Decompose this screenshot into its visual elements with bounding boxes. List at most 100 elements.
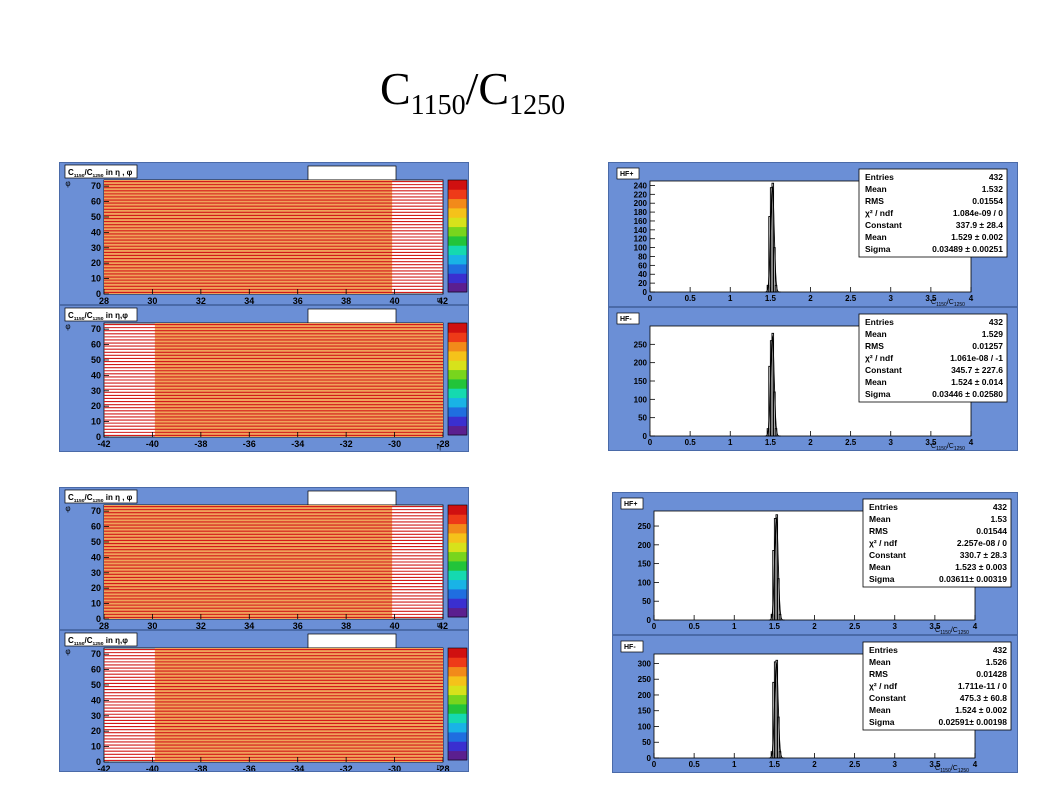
y-tick-label: 0 — [647, 754, 652, 763]
x-tick-label: 34 — [244, 621, 254, 629]
palette-swatch — [448, 722, 467, 733]
map-title: C1150/C1250 in η , φ — [68, 168, 133, 179]
histogram-label: HF+ — [624, 501, 637, 508]
x-tick-label: 3 — [889, 438, 894, 447]
palette-swatch — [448, 397, 467, 408]
stats-box: Entries 432 Mean 1.529 RMS 0.01257 χ² / ndf 1.0… — [858, 313, 1008, 403]
stat-name: χ² / ndf — [865, 208, 893, 218]
x-tick-label: 2.5 — [845, 294, 857, 303]
x-tick-label: 1 — [732, 760, 737, 769]
x-tick-label: 2 — [812, 760, 817, 769]
x-tick-label: 42 — [438, 621, 448, 629]
palette-swatch — [448, 341, 467, 352]
stat-value: 337.9 ± 28.4 — [956, 220, 1003, 230]
palette-swatch — [448, 245, 467, 256]
stat-value: 1.711e-11 / 0 — [958, 681, 1007, 691]
histogram-hfp-bottom: HF+ 0 50 100 150 200 250 0 0.5 1 1.5 2 2.5 3 3.5 4 C1150… — [612, 492, 1018, 636]
x-tick-label: 2.5 — [845, 438, 857, 447]
y-tick-label: 30 — [91, 243, 101, 253]
stat-name: Mean — [869, 657, 891, 667]
stat-value: 0.03489 ± 0.00251 — [932, 244, 1003, 254]
palette-swatch — [448, 217, 467, 228]
y-tick-label: 300 — [638, 659, 652, 668]
y-tick-label: 50 — [642, 738, 651, 747]
palette-swatch — [448, 254, 467, 265]
y-tick-label: 160 — [634, 217, 648, 226]
stat-name: RMS — [865, 196, 884, 206]
x-tick-label: 3.5 — [929, 622, 941, 631]
palette-swatch — [448, 685, 467, 696]
y-tick-label: 20 — [91, 258, 101, 268]
x-tick-label: 36 — [293, 621, 303, 629]
y-tick-label: 150 — [634, 377, 648, 386]
x-tick-label: 4 — [969, 294, 974, 303]
stats-box — [307, 633, 397, 649]
stat-name: Constant — [865, 220, 902, 230]
palette-swatch — [448, 523, 467, 534]
palette-swatch — [448, 666, 467, 677]
y-tick-label: 240 — [634, 181, 648, 190]
palette-swatch — [448, 323, 467, 333]
palette-swatch — [448, 607, 467, 618]
x-tick-label: -38 — [194, 439, 207, 449]
stat-value: 1.524 ± 0.014 — [951, 377, 1003, 387]
palette-swatch — [448, 648, 467, 658]
y-tick-label: 180 — [634, 208, 648, 217]
x-tick-label: 42 — [438, 296, 448, 304]
stat-value: 1.53 — [990, 514, 1007, 524]
y-tick-label: 0 — [96, 289, 101, 299]
y-tick-label: 0 — [647, 616, 652, 625]
x-tick-label: -42 — [97, 439, 110, 449]
stat-value: 1.529 — [982, 329, 1004, 339]
x-tick-label: -32 — [340, 439, 353, 449]
y-tick-label: 50 — [91, 212, 101, 222]
x-axis-label: η — [437, 297, 441, 304]
y-tick-label: 200 — [638, 541, 652, 550]
stat-name: Constant — [869, 550, 906, 560]
stat-value: 2.257e-08 / 0 — [957, 538, 1007, 548]
stat-value: 1.084e-09 / 0 — [953, 208, 1003, 218]
stat-name: Mean — [869, 705, 891, 715]
stat-value: 432 — [989, 172, 1003, 182]
y-tick-label: 40 — [91, 370, 101, 380]
stat-value: 0.01257 — [972, 341, 1003, 351]
y-tick-label: 250 — [634, 340, 648, 349]
histogram-hfm-bottom: HF- 0 50 100 150 200 250 300 0 0.5 1 1.5 2 2.5 3 3.5 4 C1… — [612, 635, 1018, 774]
stat-value: 1.526 — [986, 657, 1008, 667]
x-tick-label: 40 — [390, 296, 400, 304]
map-title: C1150/C1250 in η,φ — [68, 636, 128, 647]
x-tick-label: 1 — [732, 622, 737, 631]
x-tick-label: 1 — [728, 294, 733, 303]
stat-value: 0.01428 — [976, 669, 1007, 679]
histogram-bin — [775, 659, 779, 759]
x-tick-label: -32 — [340, 764, 353, 771]
y-tick-label: 50 — [91, 537, 101, 547]
y-tick-label: 10 — [91, 599, 101, 609]
palette-swatch — [448, 732, 467, 742]
eta-phi-map-hfm-top: C1150/C1250 in η,φ 0 10 20 30 40 50 60 70 -42 -40 -… — [59, 305, 477, 452]
palette-swatch — [448, 533, 467, 543]
x-axis-label: η — [437, 764, 441, 771]
stat-name: χ² / ndf — [865, 353, 893, 363]
histogram-hfm-top: HF- 0 50 100 150 200 250 0 0.5 1 1.5 2 2.5 3 3.5 4 C1150… — [608, 307, 1018, 452]
palette-swatch — [448, 351, 467, 361]
palette-swatch — [448, 226, 467, 237]
stat-name: Sigma — [869, 574, 895, 584]
y-tick-label: 60 — [91, 665, 101, 675]
x-tick-label: 0 — [652, 622, 657, 631]
y-tick-label: 20 — [638, 279, 647, 288]
palette-swatch — [448, 273, 467, 284]
stat-name: RMS — [869, 669, 888, 679]
x-tick-label: 3 — [893, 622, 898, 631]
y-tick-label: 30 — [91, 568, 101, 578]
histogram-bin — [775, 514, 779, 621]
eta-phi-map-hfp-bottom: C1150/C1250 in η , φ 0 10 20 30 40 50 60 70 28 30 3… — [59, 487, 477, 631]
stat-name: RMS — [869, 526, 888, 536]
x-tick-label: 4 — [973, 622, 978, 631]
x-tick-label: -28 — [436, 764, 449, 771]
histogram-bin — [771, 332, 775, 437]
x-tick-label: 40 — [390, 621, 400, 629]
x-tick-label: -30 — [388, 439, 401, 449]
x-tick-label: -34 — [291, 439, 304, 449]
y-tick-label: 50 — [91, 355, 101, 365]
